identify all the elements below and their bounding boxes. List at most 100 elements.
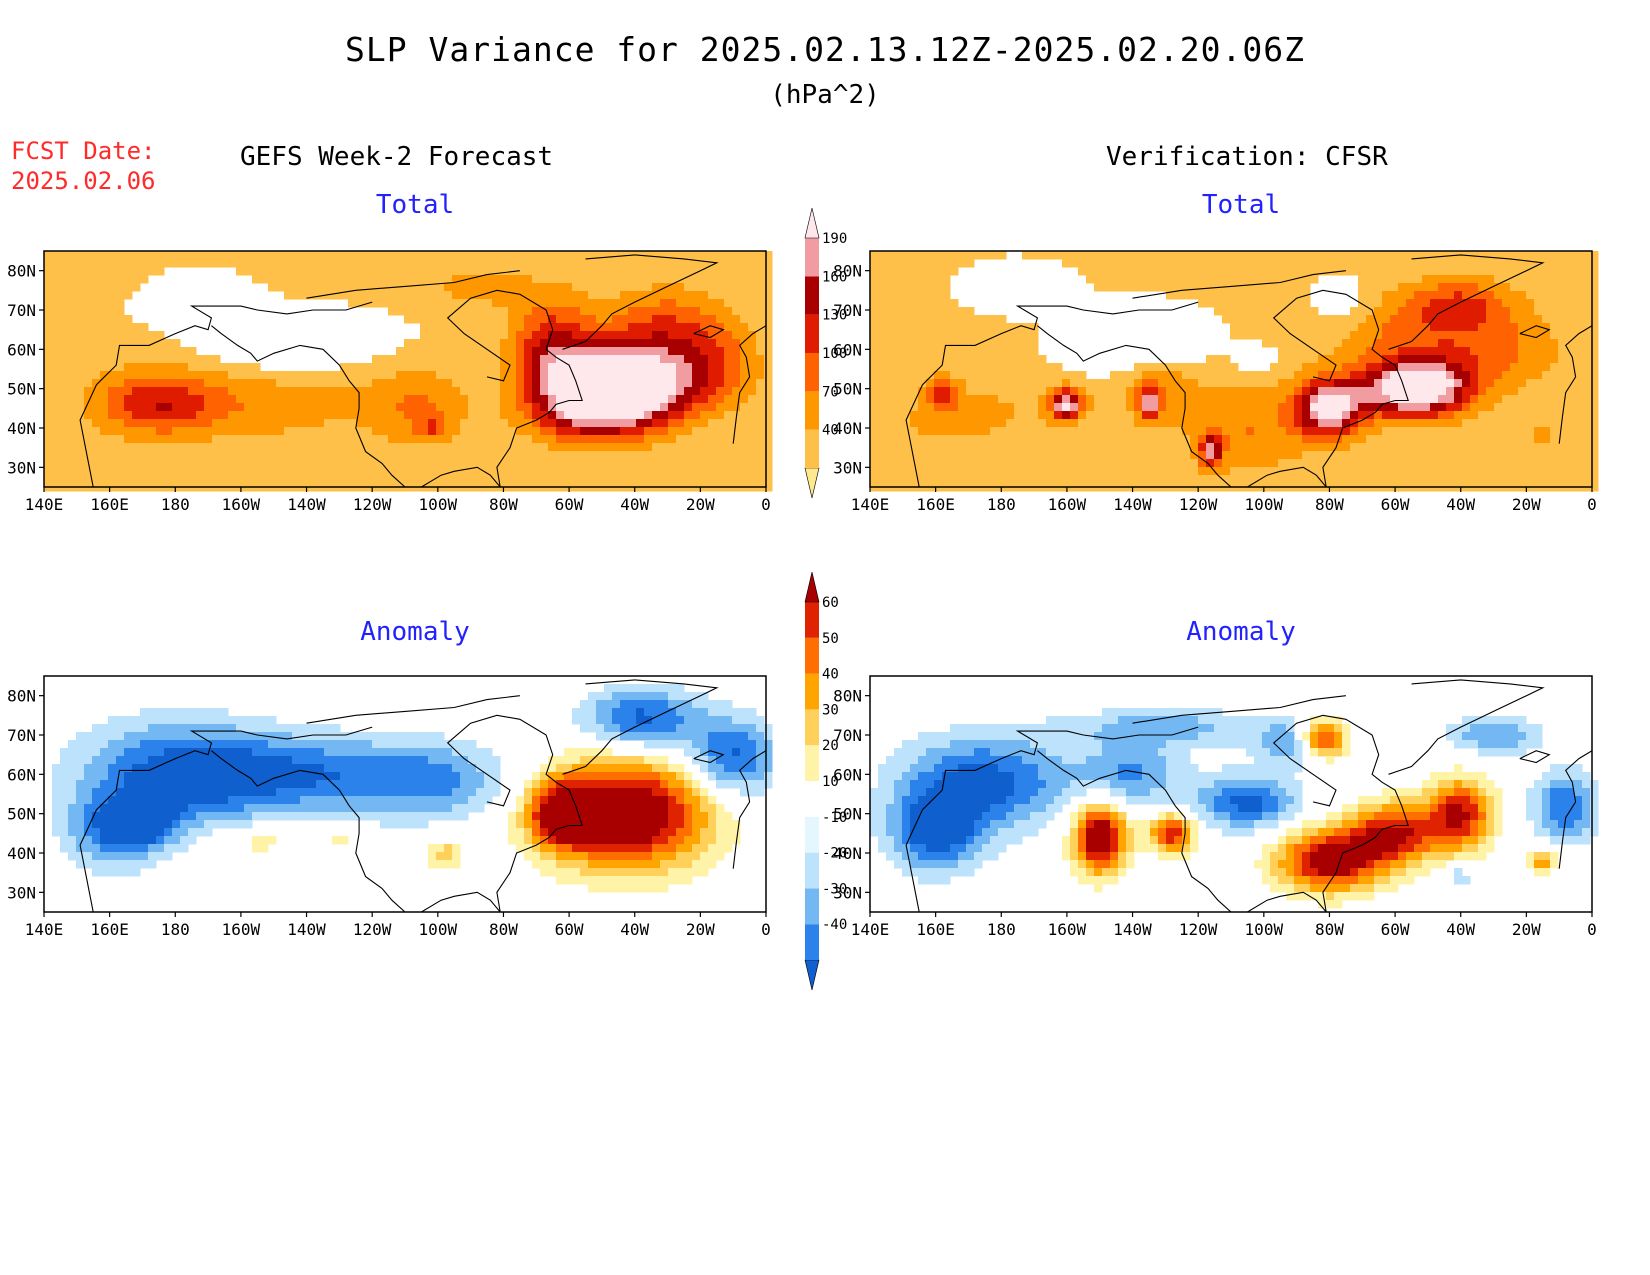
field-cell	[708, 363, 717, 372]
field-cell	[644, 267, 653, 276]
field-cell	[52, 267, 61, 276]
field-cell	[1414, 387, 1423, 396]
field-cell	[1030, 459, 1039, 468]
field-cell	[1302, 315, 1311, 324]
field-cell	[508, 259, 517, 268]
field-cell	[1126, 379, 1135, 388]
field-cell	[516, 363, 525, 372]
field-cell	[1542, 299, 1551, 308]
field-cell	[68, 820, 77, 829]
field-cell	[1374, 347, 1383, 356]
field-cell	[894, 451, 903, 460]
field-cell	[1110, 275, 1119, 284]
field-cell	[1214, 355, 1223, 364]
field-cell	[878, 291, 887, 300]
field-cell	[572, 411, 581, 420]
field-cell	[1430, 387, 1439, 396]
field-cell	[292, 435, 301, 444]
field-cell	[1134, 371, 1143, 380]
field-cell	[556, 395, 565, 404]
field-cell	[68, 427, 77, 436]
field-cell	[934, 315, 943, 324]
field-cell	[764, 459, 773, 468]
field-cell	[1382, 339, 1391, 348]
field-cell	[1046, 403, 1055, 412]
field-cell	[1390, 419, 1399, 428]
field-cell	[1542, 475, 1551, 484]
field-cell	[1262, 339, 1271, 348]
field-cell	[1542, 339, 1551, 348]
field-cell	[1542, 315, 1551, 324]
field-cell	[1574, 331, 1583, 340]
field-cell	[612, 331, 621, 340]
field-cell	[966, 363, 975, 372]
field-cell	[532, 403, 541, 412]
field-cell	[348, 275, 357, 284]
field-cell	[164, 459, 173, 468]
field-cell	[92, 435, 101, 444]
field-cell	[532, 475, 541, 484]
field-cell	[428, 467, 437, 476]
field-cell	[116, 299, 125, 308]
field-cell	[1254, 435, 1263, 444]
field-cell	[1342, 339, 1351, 348]
field-cell	[740, 315, 749, 324]
field-cell	[436, 291, 445, 300]
field-cell	[878, 411, 887, 420]
field-cell	[364, 467, 373, 476]
field-cell	[484, 467, 493, 476]
field-cell	[44, 443, 53, 452]
field-cell	[1126, 435, 1135, 444]
field-cell	[1294, 251, 1303, 260]
field-cell	[1270, 307, 1279, 316]
field-cell	[1542, 307, 1551, 316]
field-cell	[84, 796, 93, 805]
field-cell	[668, 323, 677, 332]
field-cell	[1302, 379, 1311, 388]
field-cell	[764, 451, 773, 460]
field-cell	[1382, 371, 1391, 380]
field-cell	[252, 275, 261, 284]
field-cell	[716, 467, 725, 476]
field-cell	[1510, 379, 1519, 388]
field-cell	[1310, 395, 1319, 404]
field-cell	[1566, 339, 1575, 348]
field-cell	[1566, 323, 1575, 332]
field-cell	[1470, 371, 1479, 380]
field-cell	[364, 283, 373, 292]
field-cell	[252, 459, 261, 468]
field-cell	[164, 347, 173, 356]
field-cell	[492, 315, 501, 324]
lon-label: 0	[1587, 495, 1597, 514]
field-cell	[564, 427, 573, 436]
field-cell	[444, 267, 453, 276]
field-cell	[1510, 283, 1519, 292]
field-cell	[196, 467, 205, 476]
field-cell	[1462, 307, 1471, 316]
field-cell	[998, 427, 1007, 436]
field-cell	[1406, 371, 1415, 380]
field-cell	[324, 251, 333, 260]
field-cell	[420, 467, 429, 476]
field-cell	[476, 275, 485, 284]
field-cell	[556, 379, 565, 388]
field-cell	[1414, 267, 1423, 276]
field-cell	[404, 339, 413, 348]
field-cell	[268, 419, 277, 428]
field-cell	[524, 355, 533, 364]
field-cell	[484, 443, 493, 452]
field-cell	[468, 443, 477, 452]
field-cell	[1070, 451, 1079, 460]
field-cell	[68, 836, 77, 845]
field-cell	[1030, 467, 1039, 476]
field-cell	[412, 475, 421, 484]
field-cell	[1230, 451, 1239, 460]
field-cell	[1198, 411, 1207, 420]
field-cell	[958, 379, 967, 388]
field-cell	[612, 339, 621, 348]
field-cell	[934, 331, 943, 340]
field-cell	[500, 355, 509, 364]
field-cell	[1542, 251, 1551, 260]
field-cell	[1478, 443, 1487, 452]
field-cell	[548, 395, 557, 404]
